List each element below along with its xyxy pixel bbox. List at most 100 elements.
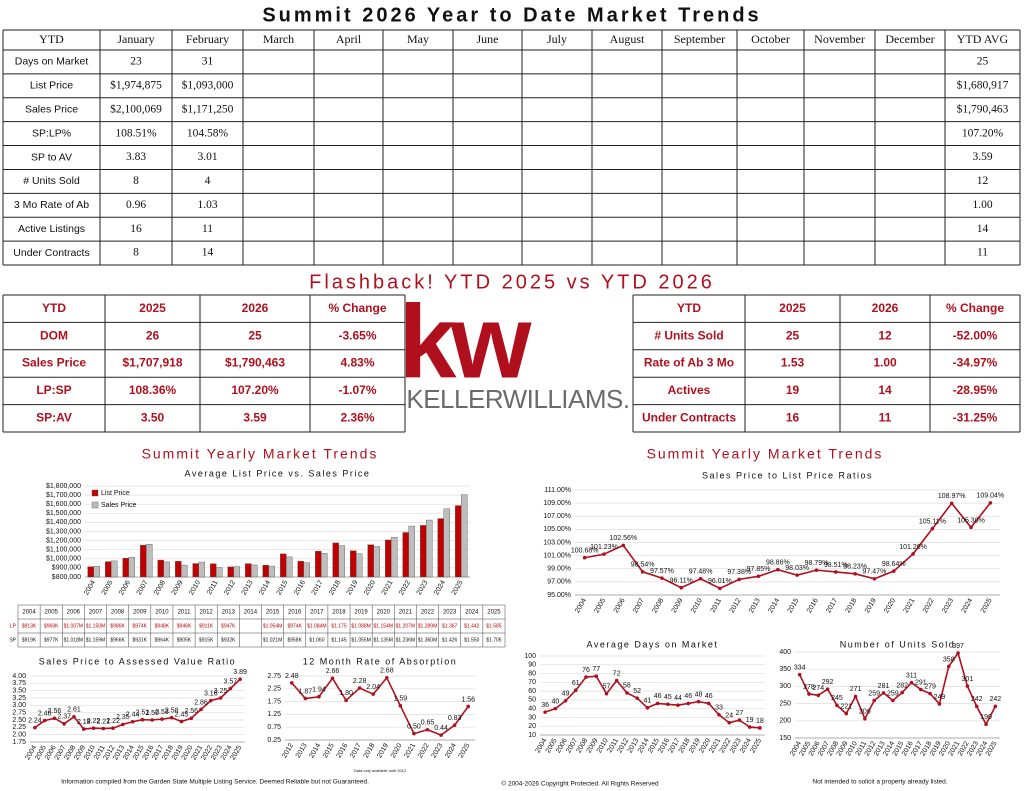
data-label: 242: [989, 696, 1001, 703]
row-label: SP:LP%: [32, 127, 71, 139]
table-cell: 107.20%: [231, 383, 279, 397]
data-point: [928, 691, 932, 696]
data-point: [289, 681, 294, 685]
data-point: [604, 691, 609, 696]
y-tick-label: 0.75: [267, 724, 281, 731]
data-point: [384, 675, 389, 680]
data-label: 2.24: [28, 717, 42, 724]
x-tick-label: 2012: [281, 742, 295, 759]
x-tick-label: 2015: [322, 742, 336, 759]
table-cell: -3.65%: [338, 328, 376, 342]
bar: [408, 525, 415, 578]
table-cell: $974K: [287, 623, 302, 629]
y-tick-label: 3.50: [12, 688, 26, 695]
data-point: [52, 716, 57, 721]
data-label: 282: [896, 682, 908, 689]
year-header: 2014: [244, 610, 258, 616]
column-header: YTD: [42, 301, 66, 315]
data-point: [937, 702, 942, 706]
data-label: 0.65: [421, 720, 435, 727]
y-tick-label: $1,100,000: [46, 547, 81, 554]
bar: [338, 545, 345, 578]
year-header: 2015: [266, 610, 280, 616]
table-cell: 19: [786, 383, 800, 397]
data-label: 58: [623, 683, 631, 690]
row-label: Days on Market: [15, 56, 89, 68]
table-cell: $1.150M: [86, 623, 105, 629]
data-point: [553, 706, 558, 711]
y-tick-label: $1,800,000: [46, 483, 81, 490]
column-header: July: [547, 32, 567, 46]
y-tick-label: $900,000: [52, 565, 81, 572]
table-cell: 104.58%: [187, 127, 229, 139]
table-cell: $986K: [110, 623, 125, 629]
year-header: 2017: [310, 610, 324, 616]
data-point: [208, 698, 213, 703]
x-tick-label: 2025: [458, 742, 472, 759]
y-tick-label: 0.25: [267, 737, 281, 744]
legend-swatch: [91, 501, 99, 509]
x-tick-label: 2013: [748, 597, 762, 614]
table-cell: $1,093,000: [182, 78, 234, 91]
data-label: 2.22: [87, 718, 101, 725]
table-cell: 8: [133, 175, 139, 187]
y-tick-label: 200: [779, 718, 791, 725]
data-label: 301: [962, 676, 974, 683]
data-label: 397: [952, 643, 964, 650]
x-tick-label: 2009: [671, 597, 685, 614]
bar: [210, 563, 217, 578]
data-point: [988, 501, 993, 505]
data-label: 271: [850, 686, 862, 693]
data-label: 274: [812, 685, 824, 692]
x-tick-label: 2014: [767, 597, 781, 614]
data-point: [111, 726, 115, 731]
section-title: Summit Yearly Market Trends: [647, 446, 884, 462]
x-tick-label: 2020: [363, 579, 377, 596]
data-point: [452, 723, 457, 727]
data-label: 18: [756, 718, 764, 725]
x-tick-label: 2017: [825, 597, 839, 614]
data-point: [640, 569, 645, 574]
legend-label: List Price: [101, 490, 130, 497]
data-label: 109.04%: [977, 493, 1005, 500]
data-point: [121, 722, 125, 727]
y-tick-label: 20: [528, 723, 536, 730]
y-tick-label: 90: [528, 662, 536, 669]
table-cell: 11: [879, 410, 892, 424]
data-label: 41: [643, 698, 651, 705]
bar: [443, 508, 450, 578]
data-point: [189, 716, 194, 721]
x-tick-label: 2010: [690, 597, 704, 614]
data-line: [798, 651, 997, 726]
y-tick-label: 50: [528, 697, 536, 704]
x-tick-label: 2018: [845, 597, 859, 614]
data-label: 48: [695, 691, 703, 698]
data-label: 242: [971, 696, 983, 703]
report-title: Summit 2026 Year to Date Market Trends: [262, 4, 761, 26]
table-cell: $947K: [221, 623, 236, 629]
data-point: [844, 711, 849, 716]
bar: [146, 544, 153, 578]
x-tick-label: 2012: [729, 597, 743, 614]
data-point: [72, 714, 76, 719]
chart-title: Sales Price to Assessed Value Ratio: [39, 656, 236, 666]
year-header: 2005: [45, 610, 59, 616]
table-cell: $1.426: [442, 637, 458, 643]
year-header: 2024: [465, 610, 479, 616]
column-header: 2025: [139, 301, 166, 315]
data-point: [993, 704, 998, 709]
data-point: [660, 576, 664, 580]
table-cell: $932K: [221, 637, 236, 643]
x-tick-label: 2004: [574, 597, 588, 614]
table-cell: 108.36%: [129, 383, 177, 397]
x-tick-label: 2005: [101, 579, 115, 596]
column-header: August: [610, 32, 645, 46]
y-tick-label: $1,200,000: [46, 537, 81, 544]
data-label: 358: [943, 656, 955, 663]
table-cell: 1.03: [197, 199, 217, 211]
y-tick-label: $1,400,000: [46, 519, 81, 526]
x-tick-label: 2010: [188, 579, 202, 596]
y-tick-label: 101.00%: [543, 552, 571, 559]
table-cell: 11: [977, 247, 988, 259]
table-cell: $1.367: [442, 623, 458, 629]
